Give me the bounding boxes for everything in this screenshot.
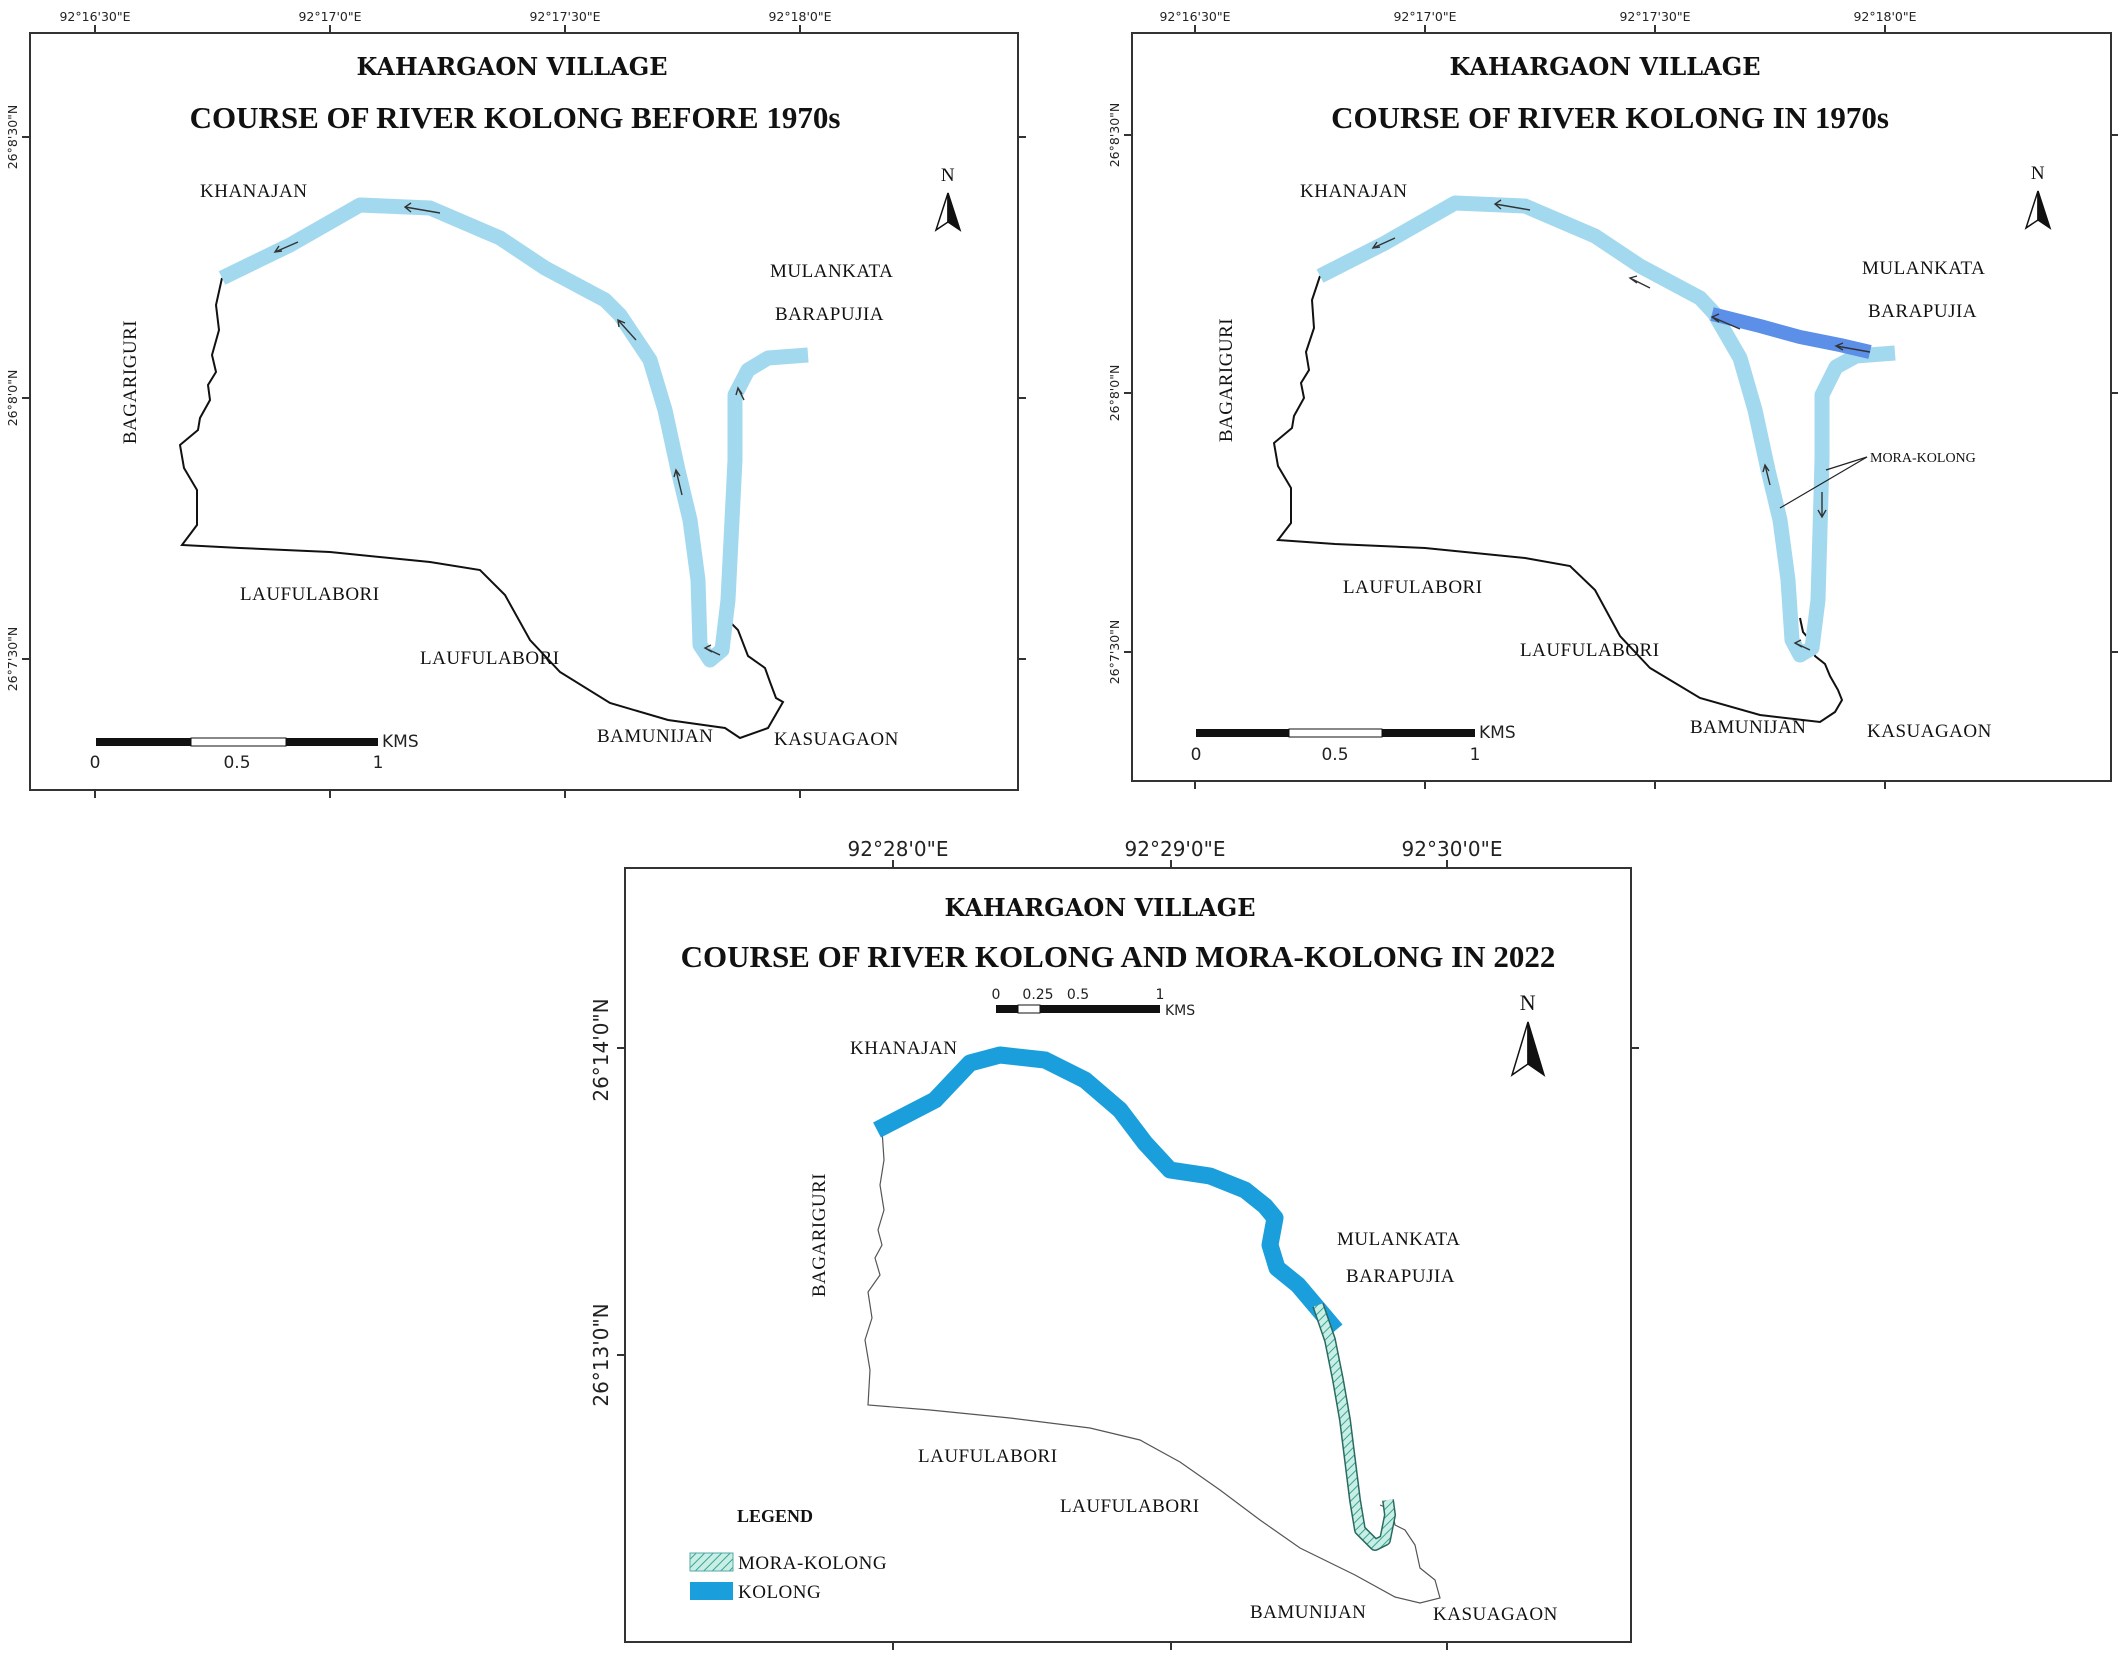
- place-label: KASUAGAON: [1433, 1604, 1558, 1625]
- scale-tick: 1: [1156, 987, 1165, 1003]
- village-boundary: [178, 277, 785, 740]
- place-label: KHANAJAN: [200, 181, 307, 202]
- scale-unit: KMS: [1165, 1003, 1195, 1019]
- lon-label: 92°29'0"E: [1125, 837, 1226, 861]
- lat-label: 26°13'0"N: [589, 1303, 613, 1406]
- north-label: N: [2031, 163, 2045, 184]
- river-mora-kolong-fill: [1313, 1303, 1395, 1550]
- river-kolong: [218, 197, 809, 668]
- lon-label: 92°17'0"E: [1393, 9, 1456, 24]
- map-frame: [1131, 32, 2112, 782]
- map-title: COURSE OF RIVER KOLONG AND MORA-KOLONG I…: [681, 939, 1556, 974]
- place-label: LAUFULABORI: [1343, 577, 1483, 598]
- place-label: LAUFULABORI: [1520, 640, 1660, 661]
- lat-label: 26°8'30"N: [1107, 103, 1122, 168]
- map-title: COURSE OF RIVER KOLONG BEFORE 1970s: [190, 100, 841, 135]
- scale-tick: 1: [373, 753, 384, 773]
- scale-bar: 0 0.5 1 KMS: [1191, 723, 1516, 765]
- map-before-1970s: 92°16'30"E 92°17'0"E 92°17'30"E 92°18'0"…: [5, 9, 1026, 798]
- map-in-1970s: 92°16'30"E 92°17'0"E 92°17'30"E 92°18'0"…: [1107, 9, 2118, 789]
- north-arrow-icon: N: [934, 165, 962, 232]
- legend-swatch-mora-kolong: [689, 1552, 734, 1572]
- village-boundary: [1272, 275, 1844, 724]
- scale-tick: 0.5: [223, 753, 250, 773]
- lon-label: 92°17'30"E: [1619, 9, 1690, 24]
- map-frame: [29, 32, 1019, 791]
- place-label: LAUFULABORI: [420, 648, 560, 669]
- lon-label: 92°18'0"E: [768, 9, 831, 24]
- lon-label: 92°16'30"E: [1159, 9, 1230, 24]
- scale-tick: 1: [1470, 745, 1481, 765]
- lon-label: 92°17'0"E: [298, 9, 361, 24]
- lon-label: 92°18'0"E: [1853, 9, 1916, 24]
- place-label: BAGARIGURI: [809, 1173, 830, 1297]
- annotation-label: MORA-KOLONG: [1870, 451, 1976, 466]
- place-label: BAMUNIJAN: [1250, 1602, 1366, 1623]
- lon-label: 92°28'0"E: [848, 837, 949, 861]
- north-arrow-icon: N: [1510, 990, 1546, 1077]
- place-label: KASUAGAON: [1867, 721, 1992, 742]
- mora-kolong-annotation: MORA-KOLONG: [1779, 451, 1976, 509]
- lon-label: 92°17'30"E: [529, 9, 600, 24]
- lat-label: 26°8'30"N: [5, 105, 20, 170]
- lon-label: 92°30'0"E: [1402, 837, 1503, 861]
- lon-label: 92°16'30"E: [59, 9, 130, 24]
- lat-label: 26°8'0"N: [1107, 365, 1122, 422]
- place-label: BARAPUJIA: [1346, 1266, 1455, 1287]
- place-label: LAUFULABORI: [240, 584, 380, 605]
- place-label: BARAPUJIA: [775, 304, 884, 325]
- river-cut-channel: [1710, 307, 1872, 359]
- lat-label: 26°8'0"N: [5, 370, 20, 427]
- legend-title: LEGEND: [737, 1506, 813, 1526]
- scale-tick: 0.25: [1022, 987, 1053, 1003]
- river-kolong: [1316, 195, 1896, 663]
- place-label: BAGARIGURI: [1216, 318, 1237, 442]
- place-label: MULANKATA: [770, 261, 893, 282]
- north-label: N: [941, 165, 955, 186]
- place-label: BAGARIGURI: [120, 320, 141, 444]
- place-label: KHANAJAN: [1300, 181, 1407, 202]
- place-label: LAUFULABORI: [918, 1446, 1058, 1467]
- scale-tick: 0.5: [1067, 987, 1089, 1003]
- flow-arrows: [273, 202, 745, 656]
- flow-arrows: [1371, 199, 1871, 651]
- lat-label: 26°7'30"N: [5, 627, 20, 692]
- place-label: LAUFULABORI: [1060, 1496, 1200, 1517]
- map-subtitle: KAHARGAON VILLAGE: [1449, 52, 1760, 81]
- map-in-2022: 92°28'0"E 92°29'0"E 92°30'0"E 26°14'0"N …: [589, 837, 1639, 1650]
- legend: LEGEND MORA-KOLONG KOLONG: [689, 1506, 887, 1603]
- scale-bar: 0 0.5 1 KMS: [90, 732, 419, 773]
- village-boundary: [864, 1129, 1441, 1604]
- place-label: MULANKATA: [1337, 1229, 1460, 1250]
- lat-label: 26°7'30"N: [1107, 620, 1122, 685]
- legend-label: KOLONG: [738, 1582, 821, 1603]
- map-subtitle: KAHARGAON VILLAGE: [356, 52, 667, 81]
- place-label: BARAPUJIA: [1868, 301, 1977, 322]
- place-label: BAMUNIJAN: [597, 726, 713, 747]
- scale-unit: KMS: [1479, 723, 1516, 743]
- scale-bar: 0 0.25 0.5 1 KMS: [992, 987, 1196, 1019]
- north-arrow-icon: N: [2024, 163, 2052, 230]
- scale-tick: 0: [992, 987, 1001, 1003]
- map-title: COURSE OF RIVER KOLONG IN 1970s: [1331, 100, 1889, 135]
- map-subtitle: KAHARGAON VILLAGE: [944, 893, 1255, 922]
- scale-tick: 0: [1191, 745, 1202, 765]
- legend-label: MORA-KOLONG: [738, 1553, 887, 1574]
- map-frame: [624, 867, 1632, 1643]
- scale-unit: KMS: [382, 732, 419, 752]
- place-label: KASUAGAON: [774, 729, 899, 750]
- north-label: N: [1520, 990, 1536, 1015]
- scale-tick: 0: [90, 753, 101, 773]
- lat-label: 26°14'0"N: [589, 998, 613, 1101]
- place-label: KHANAJAN: [850, 1038, 957, 1059]
- place-label: BAMUNIJAN: [1690, 717, 1806, 738]
- river-kolong: [873, 1046, 1343, 1336]
- place-label: MULANKATA: [1862, 258, 1985, 279]
- scale-tick: 0.5: [1321, 745, 1348, 765]
- legend-swatch-kolong: [690, 1582, 733, 1600]
